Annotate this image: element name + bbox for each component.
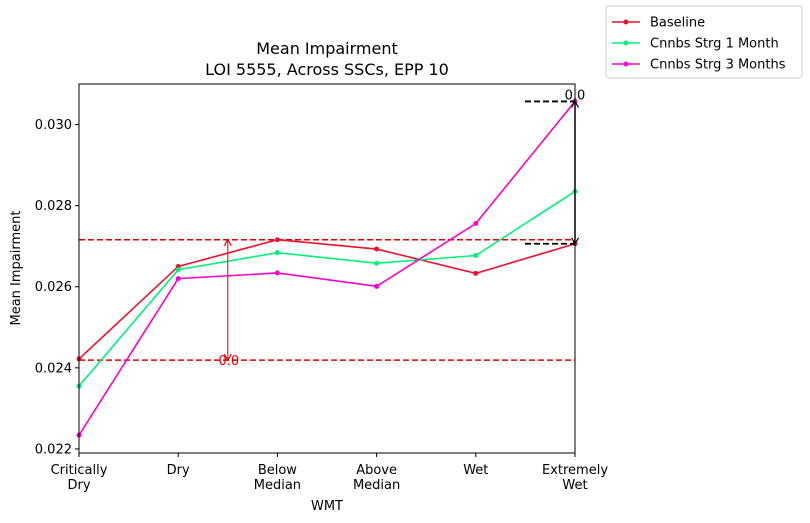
- data-point: [274, 270, 280, 276]
- y-tick-label: 0.028: [35, 199, 72, 214]
- x-tick-label: Above: [356, 463, 397, 478]
- x-axis-label: WMT: [311, 499, 343, 514]
- arrow-head: [223, 353, 232, 362]
- legend-marker: [623, 61, 629, 67]
- data-point: [473, 270, 479, 276]
- data-point: [473, 253, 479, 259]
- data-point: [374, 246, 380, 252]
- y-tick-label: 0.026: [35, 280, 72, 295]
- x-tick-label: Dry: [167, 463, 190, 478]
- chart-title: Mean Impairment: [256, 39, 398, 58]
- data-point: [374, 283, 380, 289]
- y-axis-label: Mean Impairment: [9, 211, 24, 326]
- legend-label: Baseline: [650, 16, 705, 31]
- y-tick-label: 0.030: [35, 118, 72, 133]
- legend-label: Cnnbs Strg 1 Month: [650, 37, 779, 52]
- x-tick-label: Wet: [463, 463, 488, 478]
- x-tick-label: Median: [353, 478, 400, 493]
- x-tick-label: Wet: [562, 478, 587, 493]
- annotation-text: 0.0: [218, 354, 239, 369]
- legend-marker: [623, 40, 629, 46]
- legend: Baseline Cnnbs Strg 1 Month Cnnbs Strg 3 M…: [605, 5, 803, 79]
- legend-label: Cnnbs Strg 3 Months: [650, 58, 786, 73]
- data-point: [274, 237, 280, 243]
- legend-marker: [623, 19, 629, 25]
- arrow-head: [223, 238, 232, 247]
- data-point: [473, 220, 479, 226]
- series-line: [78, 238, 576, 360]
- chart-subtitle: LOI 5555, Across SSCs, EPP 10: [205, 60, 449, 79]
- data-point: [175, 276, 181, 282]
- y-tick-label: 0.022: [35, 442, 72, 457]
- data-point: [274, 250, 280, 256]
- data-point: [374, 260, 380, 266]
- x-tick-label: Below: [258, 463, 297, 478]
- legend-box: [605, 5, 803, 79]
- x-tick-label: Extremely: [542, 463, 608, 478]
- x-tick-label: Dry: [67, 478, 90, 493]
- series-line: [78, 190, 576, 387]
- series-line: [78, 100, 576, 436]
- y-tick-label: 0.024: [35, 361, 72, 376]
- x-tick-label: Median: [254, 478, 301, 493]
- plot-frame: [78, 83, 576, 454]
- data-point: [175, 267, 181, 273]
- x-tick-label: Critically: [51, 463, 108, 478]
